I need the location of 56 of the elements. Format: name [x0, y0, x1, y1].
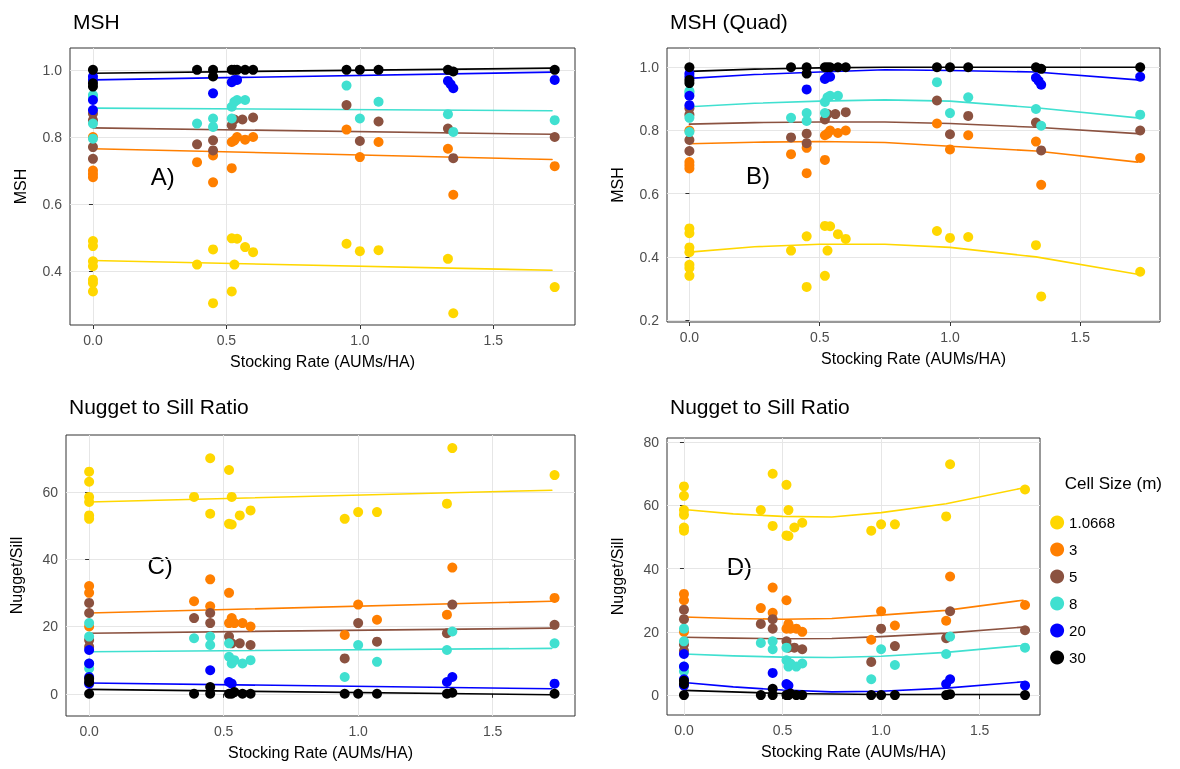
- y-tick-label: 20: [643, 623, 660, 640]
- x-tick-label: 1.5: [483, 332, 504, 348]
- x-tick-label: 0.5: [809, 329, 830, 345]
- y-axis-title: MSH: [11, 168, 29, 205]
- x-tick-label: 0.0: [674, 722, 694, 738]
- annotation: A): [150, 162, 175, 190]
- y-tick-label: 60: [42, 483, 59, 500]
- y-axis-title: MSH: [608, 167, 626, 203]
- annotation: D): [726, 552, 753, 580]
- x-tick-label: 1.5: [969, 722, 990, 738]
- y-tick-label: 0.6: [639, 185, 660, 202]
- x-tick-label: 1.0: [871, 722, 892, 738]
- y-tick-label: 1.0: [639, 59, 660, 76]
- y-tick-label: 0.4: [639, 248, 660, 265]
- x-tick-label: 1.0: [350, 332, 370, 348]
- x-tick-label: 0.5: [213, 723, 234, 739]
- x-tick-label: 1.0: [940, 329, 960, 345]
- legend-label: 3: [1069, 541, 1078, 558]
- x-axis-title: Stocking Rate (AUMs/HA): [761, 742, 946, 760]
- x-axis-title: Stocking Rate (AUMs/HA): [821, 349, 1006, 367]
- x-axis-title: Stocking Rate (AUMs/HA): [230, 352, 415, 370]
- y-tick-label: 0.8: [42, 128, 63, 145]
- legend-label: 5: [1069, 568, 1078, 585]
- legend-label: 30: [1069, 649, 1086, 666]
- y-tick-label: 0.2: [639, 312, 660, 329]
- y-tick-label: 0.6: [42, 196, 63, 213]
- chart-title: Nugget to Sill Ratio: [670, 395, 850, 418]
- x-tick-label: 1.5: [1070, 329, 1091, 345]
- legend-label: 1.0668: [1069, 514, 1116, 531]
- chart-title: MSH (Quad): [670, 10, 788, 33]
- y-tick-label: 60: [643, 497, 660, 514]
- y-tick-label: 0.4: [42, 263, 63, 280]
- x-tick-label: 0.5: [216, 332, 237, 348]
- y-tick-label: 40: [643, 560, 660, 577]
- annotation: B): [745, 161, 770, 189]
- legend-label: 8: [1069, 595, 1078, 612]
- x-tick-label: 0.0: [83, 332, 103, 348]
- legend-label: 20: [1069, 622, 1086, 639]
- y-tick-label: 40: [42, 551, 59, 568]
- x-tick-label: 0.0: [679, 329, 700, 345]
- y-tick-label: 0: [651, 687, 660, 704]
- y-tick-label: 80: [643, 434, 660, 451]
- chart-title: Nugget to Sill Ratio: [69, 395, 249, 418]
- chart-title: MSH: [73, 10, 120, 33]
- y-axis-title: Nugget/Sill: [7, 536, 25, 615]
- y-tick-label: 0: [50, 685, 59, 702]
- y-axis-title: Nugget/Sill: [608, 537, 626, 616]
- y-tick-label: 1.0: [42, 61, 63, 78]
- legend-title: Cell Size (m): [1064, 474, 1163, 493]
- y-tick-label: 0.8: [639, 122, 660, 139]
- y-tick-label: 20: [42, 618, 59, 635]
- x-tick-label: 0.0: [79, 723, 100, 739]
- x-tick-label: 0.5: [772, 722, 793, 738]
- x-axis-title: Stocking Rate (AUMs/HA): [228, 743, 413, 761]
- x-tick-label: 1.5: [482, 723, 503, 739]
- x-tick-label: 1.0: [348, 723, 369, 739]
